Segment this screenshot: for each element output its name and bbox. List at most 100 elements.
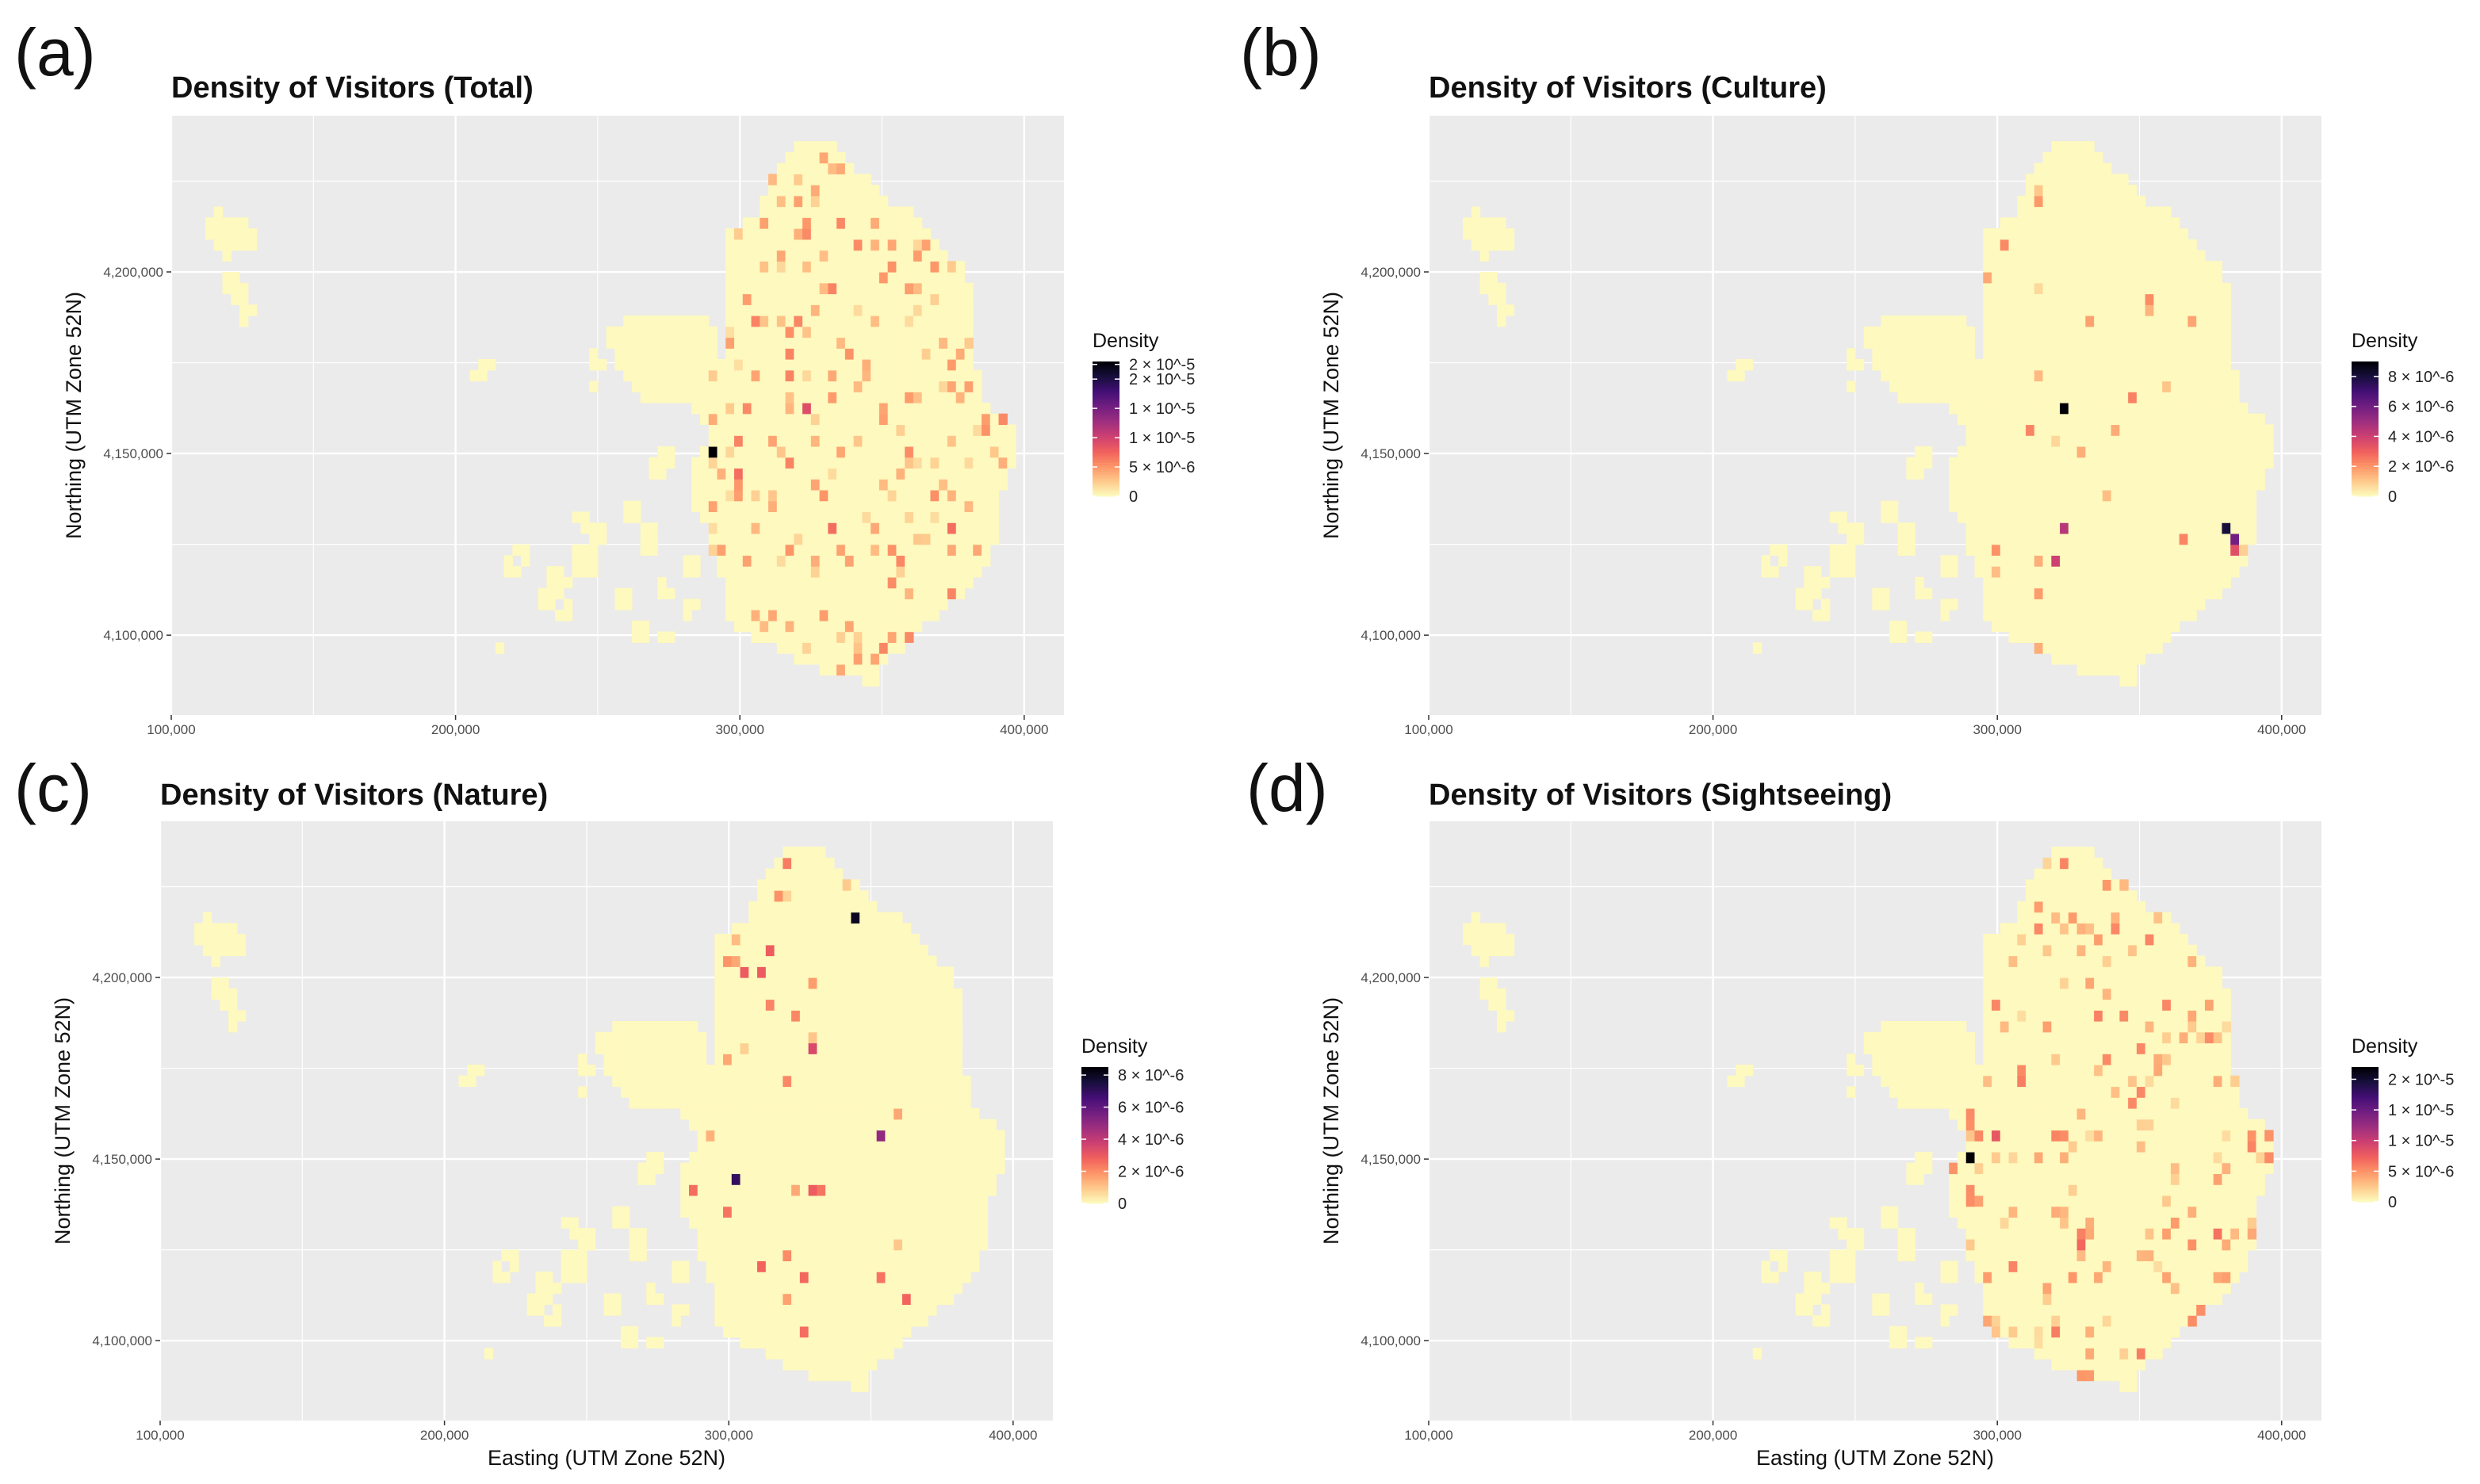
density-cell [853,217,863,229]
density-cell [783,977,792,989]
density-cell-high [794,228,803,240]
density-cell [2060,413,2069,426]
density-cell [2230,468,2240,480]
density-cell [740,1260,749,1272]
density-cell [2119,610,2129,622]
density-cell [894,1293,903,1305]
density-cell [538,587,547,599]
density-cell [774,1282,783,1295]
density-cell [2145,272,2155,284]
density-cell [699,500,710,513]
density-cell [734,369,744,382]
density-cell [714,966,724,978]
density-cell [774,1238,783,1251]
density-cell [953,1054,963,1065]
density-cell [2111,282,2120,295]
density-cell [2128,358,2137,371]
density-cell [2008,533,2018,545]
density-cell [2042,533,2052,545]
density-cell [936,1173,946,1185]
density-cell [674,348,684,360]
legend-color-step [1081,1173,1108,1177]
density-cell [1505,304,1515,316]
density-cell [757,1249,767,1261]
density-cell [776,642,786,654]
density-cell [867,1010,878,1022]
density-cell [953,1282,963,1295]
density-cell [765,1238,775,1251]
density-cell [555,587,565,599]
density-cell [896,533,905,545]
density-cell [623,599,633,610]
density-cell [1983,479,1992,491]
density-cell [913,587,923,599]
density-cell [885,1260,894,1272]
density-cell [657,348,667,360]
density-cell [930,479,940,491]
density-cell [2145,250,2155,262]
x-tick-label: 300,000 [704,1428,752,1443]
density-cell [970,1184,980,1196]
density-cell [2068,402,2078,415]
density-cell [776,566,786,578]
density-cell [236,944,247,957]
density-cell [734,522,744,534]
density-cell [2128,479,2137,491]
density-cell [887,555,897,567]
density-cell [1915,1282,1924,1295]
density-cell-high [1992,544,2001,556]
density-cell [817,1315,826,1327]
density-cell [535,1293,545,1305]
density-cell [970,1107,980,1120]
density-cell [748,999,758,1011]
density-cell [928,1173,937,1185]
density-cell [2042,174,2052,186]
density-cell [2042,489,2052,502]
density-cell [2153,261,2163,273]
legend-color-step [2352,460,2379,463]
density-cell [851,1195,860,1207]
density-cell [2239,522,2248,534]
density-cell [765,988,775,1000]
density-cell [794,413,803,426]
density-cell [2000,610,2010,622]
density-cell [740,1249,749,1261]
density-cell [2222,489,2231,502]
density-cell [665,587,675,599]
density-cell [740,1184,749,1196]
density-cell [2068,369,2078,382]
density-cell [973,435,982,447]
density-cell-high [731,955,741,967]
density-cell [944,1238,955,1251]
density-cell [723,1293,733,1305]
density-cell [2153,250,2163,262]
density-cell [2162,446,2172,458]
density-cell [1906,1021,1915,1033]
density-cell [783,1010,792,1022]
density-cell [819,511,829,523]
density-cell [731,1119,741,1131]
density-cell [768,293,778,305]
density-cell [1838,1217,1847,1229]
density-cell [2136,424,2146,436]
density-cell [220,988,229,1000]
density-cell [646,1293,656,1305]
density-cell [1872,599,1881,610]
density-cell [606,326,616,338]
density-cell [1770,1272,1779,1283]
legend-color-step [1093,386,1119,389]
density-cell [791,1119,801,1131]
density-cell [1983,566,1992,578]
density-cell [2170,446,2180,458]
density-cell [794,599,803,610]
density-cell [928,1206,937,1218]
density-cell [878,304,889,316]
density-cell [2119,369,2129,382]
density-cell [842,1075,852,1088]
density-cell [2085,599,2095,610]
density-cell [1949,402,1958,415]
density-cell [2179,413,2189,426]
density-cell [928,1010,937,1022]
density-cell [2000,424,2010,436]
density-cell [1881,1054,1890,1065]
